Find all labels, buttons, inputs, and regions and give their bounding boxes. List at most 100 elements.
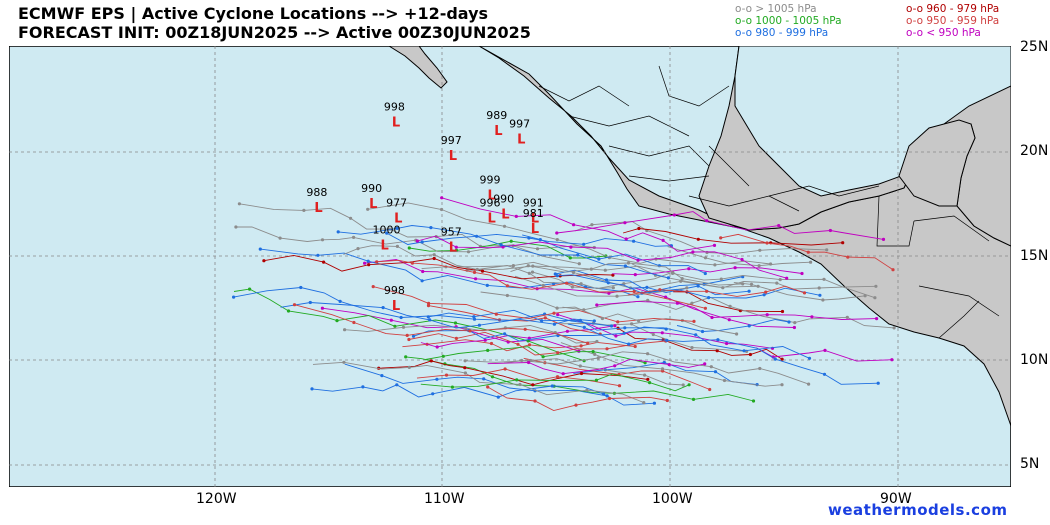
track-point bbox=[778, 278, 782, 282]
track-point bbox=[597, 257, 601, 261]
ensemble-track bbox=[420, 373, 690, 392]
storm-pressure-label: 991 bbox=[523, 196, 544, 209]
track-point bbox=[645, 285, 649, 289]
track-point bbox=[555, 238, 559, 242]
track-point bbox=[454, 336, 458, 340]
track-point bbox=[892, 326, 896, 330]
track-point bbox=[713, 370, 718, 374]
baja-california bbox=[387, 45, 448, 89]
track-point bbox=[765, 241, 769, 245]
track-point bbox=[501, 245, 505, 249]
track-point bbox=[863, 294, 867, 298]
map-panel[interactable]: 998 L 997 L 989 L 997 L 999 L 988 L 990 L 977 L 996 L 990 L… bbox=[8, 45, 1012, 488]
track-point bbox=[322, 260, 326, 264]
ensemble-track bbox=[294, 304, 588, 344]
track-point bbox=[614, 334, 618, 338]
track-point bbox=[780, 357, 784, 361]
track-point bbox=[777, 224, 781, 228]
ensemble-track bbox=[421, 261, 759, 289]
track-point bbox=[468, 329, 472, 333]
ensemble-track bbox=[573, 362, 758, 386]
track-point bbox=[687, 383, 691, 387]
track-point bbox=[482, 377, 486, 381]
track-point bbox=[582, 325, 586, 329]
track-point bbox=[399, 315, 403, 320]
track-point bbox=[429, 226, 433, 230]
track-point bbox=[613, 324, 617, 328]
storm-pressure-label: 977 bbox=[386, 196, 407, 209]
track-point bbox=[630, 322, 634, 326]
ensemble-track bbox=[312, 361, 644, 404]
track-point bbox=[579, 344, 583, 348]
track-point bbox=[672, 213, 677, 217]
track-point bbox=[428, 318, 432, 322]
track-point bbox=[480, 269, 485, 273]
yucatan-peninsula bbox=[898, 119, 976, 207]
track-point bbox=[565, 281, 569, 285]
track-point bbox=[420, 279, 424, 283]
track-point bbox=[691, 250, 695, 254]
track-point bbox=[499, 243, 503, 247]
low-center-marker: L bbox=[501, 207, 509, 222]
track-point bbox=[352, 320, 356, 325]
track-point bbox=[520, 358, 524, 363]
track-point bbox=[762, 293, 766, 297]
track-point bbox=[875, 317, 879, 321]
track-point bbox=[703, 271, 707, 276]
storm-pressure-label: 990 bbox=[493, 192, 514, 205]
track-point bbox=[605, 347, 609, 351]
track-point bbox=[496, 395, 500, 399]
track-point bbox=[552, 322, 557, 326]
track-point bbox=[574, 403, 578, 407]
track-point bbox=[395, 383, 399, 387]
track-point bbox=[579, 371, 584, 376]
storm-pressure-label: 998 bbox=[384, 101, 405, 114]
ensemble-track bbox=[378, 360, 648, 386]
track-point bbox=[292, 303, 297, 307]
track-point bbox=[453, 321, 458, 325]
track-point bbox=[890, 358, 894, 362]
ensemble-track bbox=[673, 291, 783, 312]
storm-pressure-label: 988 bbox=[306, 186, 327, 199]
track-point bbox=[823, 348, 827, 352]
track-point bbox=[440, 207, 444, 212]
track-point bbox=[810, 315, 814, 319]
track-point bbox=[735, 332, 739, 336]
track-point bbox=[636, 258, 640, 262]
tracks-layer bbox=[232, 196, 896, 411]
track-point bbox=[769, 262, 773, 266]
track-point bbox=[696, 284, 700, 288]
track-point bbox=[775, 281, 779, 285]
track-point bbox=[609, 324, 614, 328]
track-point bbox=[687, 267, 691, 271]
ensemble-track bbox=[557, 274, 820, 299]
track-point bbox=[705, 289, 709, 293]
track-point bbox=[751, 399, 756, 403]
track-point bbox=[505, 284, 509, 288]
track-point bbox=[593, 352, 597, 356]
track-point bbox=[716, 338, 720, 342]
track-point bbox=[821, 298, 825, 302]
track-point bbox=[579, 282, 583, 286]
track-point bbox=[603, 268, 607, 272]
low-center-marker: L bbox=[488, 189, 496, 204]
ensemble-track bbox=[596, 300, 877, 320]
ensemble-track bbox=[667, 246, 811, 267]
track-point bbox=[713, 263, 717, 267]
track-point bbox=[516, 342, 520, 346]
lat-label-20n: 20N bbox=[1020, 143, 1049, 159]
track-point bbox=[690, 301, 694, 305]
track-point bbox=[792, 325, 797, 330]
track-point bbox=[278, 236, 282, 240]
track-point bbox=[721, 286, 725, 290]
track-point bbox=[427, 301, 431, 305]
track-point bbox=[780, 383, 784, 387]
track-point bbox=[807, 356, 812, 360]
track-point bbox=[749, 282, 754, 286]
track-point bbox=[817, 286, 821, 290]
title-block: ECMWF EPS | Active Cyclone Locations -->… bbox=[18, 4, 531, 42]
track-point bbox=[747, 324, 751, 328]
track-point bbox=[454, 245, 458, 249]
